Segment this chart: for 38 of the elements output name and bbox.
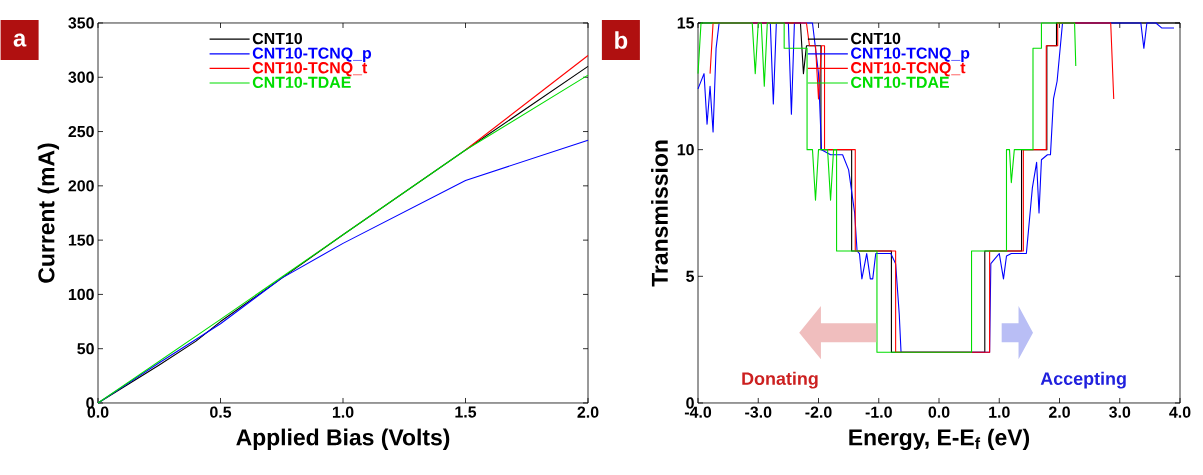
y-tick-label: 350 (68, 17, 94, 29)
x-tick-label: 2.0 (1048, 406, 1070, 418)
text: b (615, 31, 628, 49)
legend-label: CNT10 (851, 32, 901, 45)
x-tick-label: 0.5 (210, 406, 232, 418)
y-tick-label: 15 (677, 17, 695, 29)
legend-label: CNT10-TDAE (851, 76, 949, 88)
x-tick-label: 3.0 (1109, 406, 1131, 418)
annotation: Accepting (1040, 371, 1126, 389)
y-tick-label: 50 (77, 343, 94, 355)
y-tick-label: 300 (68, 71, 94, 83)
y-tick-label: 200 (68, 180, 94, 192)
legend-label: CNT10-TCNQ_t (851, 62, 966, 77)
annotation: Donating (742, 371, 818, 389)
x-tick-label: 1.0 (332, 406, 354, 418)
x-tick-label: -3.0 (745, 406, 772, 418)
text: a (13, 33, 27, 47)
x-tick-label: 4.0 (1169, 406, 1191, 418)
x-tick-label: 0.0 (928, 406, 950, 418)
y-axis-title: Current (mA) (37, 143, 60, 283)
y-tick-label: 100 (68, 288, 94, 301)
y-tick-label: 150 (68, 234, 94, 246)
x-tick-label: -2.0 (805, 406, 832, 418)
x-tick-label: 1.5 (455, 406, 477, 418)
legend-label: CNT10-TCNQ_p (851, 47, 970, 62)
y-axis-title: Transmission (651, 140, 668, 287)
y-tick-label: 5 (686, 270, 695, 282)
x-tick-label: -1.0 (865, 406, 892, 418)
legend-label: CNT10-TCNQ_p (252, 47, 372, 62)
legend-label: CNT10-TCNQ_t (252, 62, 368, 77)
x-axis-title: Applied Bias (Volts) (236, 428, 450, 450)
x-tick-label: 1.0 (989, 406, 1010, 418)
x-tick-label: 2.0 (577, 406, 599, 418)
x-axis-title: Energy, E-E$_{f}$ (eV) (849, 428, 1030, 451)
y-tick-label: 10 (677, 144, 694, 156)
legend-label: CNT10 (252, 32, 303, 45)
y-tick-label: 250 (68, 125, 94, 138)
legend-label: CNT10-TDAE (252, 76, 351, 88)
